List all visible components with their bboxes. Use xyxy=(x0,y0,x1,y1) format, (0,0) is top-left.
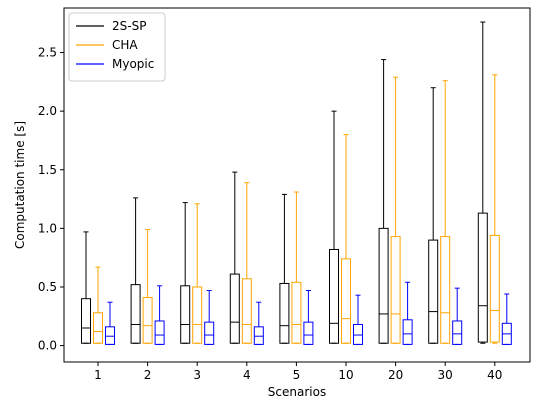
x-tick-label: 5 xyxy=(293,368,301,382)
box-plot xyxy=(279,193,290,344)
box xyxy=(489,234,500,343)
box xyxy=(130,284,141,344)
y-tick-label: 1.5 xyxy=(38,163,57,177)
box xyxy=(353,323,363,345)
box xyxy=(142,297,153,344)
box xyxy=(452,320,463,345)
x-axis: 1 2 3 4 5 10 20 30 40 xyxy=(94,362,502,382)
y-tick-label: 2.0 xyxy=(38,104,57,118)
series-cha xyxy=(93,74,500,344)
box-plot xyxy=(93,266,103,344)
x-tick-label: 10 xyxy=(338,368,353,382)
box-plot xyxy=(241,182,252,344)
box xyxy=(279,282,290,344)
box-plot xyxy=(204,289,215,345)
box-plot xyxy=(130,197,141,344)
box xyxy=(477,212,488,343)
box-plot xyxy=(303,289,314,345)
box xyxy=(329,248,339,344)
box-plot xyxy=(452,287,463,345)
series-2s-sp xyxy=(81,21,488,344)
box-plot xyxy=(489,74,500,344)
box xyxy=(229,273,240,344)
x-axis-label: Scenarios xyxy=(268,385,326,399)
box xyxy=(241,278,252,344)
box xyxy=(303,321,314,345)
x-tick-label: 1 xyxy=(94,368,102,382)
x-tick-label: 2 xyxy=(144,368,152,382)
series-myopic xyxy=(105,281,512,345)
box xyxy=(402,319,413,345)
box-plot xyxy=(180,202,191,344)
box xyxy=(154,320,165,345)
box-plot xyxy=(341,134,351,344)
box xyxy=(390,236,401,344)
box-plot xyxy=(477,21,488,344)
box-plot xyxy=(428,87,439,344)
x-tick-label: 4 xyxy=(243,368,251,382)
x-tick-label: 20 xyxy=(388,368,403,382)
y-axis: 0.0 0.5 1.0 1.5 2.0 2.5 xyxy=(38,46,64,353)
box-plot xyxy=(229,171,240,344)
box xyxy=(291,281,302,344)
box xyxy=(180,285,191,344)
box-plot xyxy=(192,203,203,344)
x-tick-label: 30 xyxy=(438,368,453,382)
y-tick-label: 0.5 xyxy=(38,280,57,294)
box xyxy=(341,258,351,344)
box-plot xyxy=(353,294,363,345)
box-plot xyxy=(440,80,451,344)
x-tick-label: 3 xyxy=(193,368,201,382)
box-plot xyxy=(291,191,302,344)
box-plot xyxy=(142,229,153,344)
box xyxy=(378,227,389,344)
box-plot xyxy=(501,293,512,345)
box xyxy=(253,326,264,345)
box-plot xyxy=(105,301,115,345)
x-tick-label: 40 xyxy=(487,368,502,382)
box-plot xyxy=(329,110,339,344)
box xyxy=(105,326,115,345)
y-tick-label: 1.0 xyxy=(38,221,57,235)
y-axis-label: Computation time [s] xyxy=(13,121,27,249)
box-plot xyxy=(390,76,401,344)
box-plot xyxy=(402,281,413,345)
box-plot xyxy=(81,231,91,344)
legend-label: 2S-SP xyxy=(112,19,146,33)
box-plot xyxy=(154,285,165,345)
box xyxy=(440,236,451,344)
box-plot xyxy=(253,301,264,345)
y-tick-label: 2.5 xyxy=(38,46,57,60)
box xyxy=(81,298,91,344)
box xyxy=(192,286,203,344)
plot-frame xyxy=(63,7,531,363)
plot-content xyxy=(81,21,512,345)
box xyxy=(428,239,439,344)
legend-label: CHA xyxy=(112,38,138,52)
y-tick-label: 0.0 xyxy=(38,339,57,353)
box xyxy=(204,321,215,345)
legend-label: Myopic xyxy=(112,57,154,71)
legend: 2S-SP CHA Myopic xyxy=(68,12,166,82)
box-plot xyxy=(378,59,389,344)
box xyxy=(93,312,103,344)
